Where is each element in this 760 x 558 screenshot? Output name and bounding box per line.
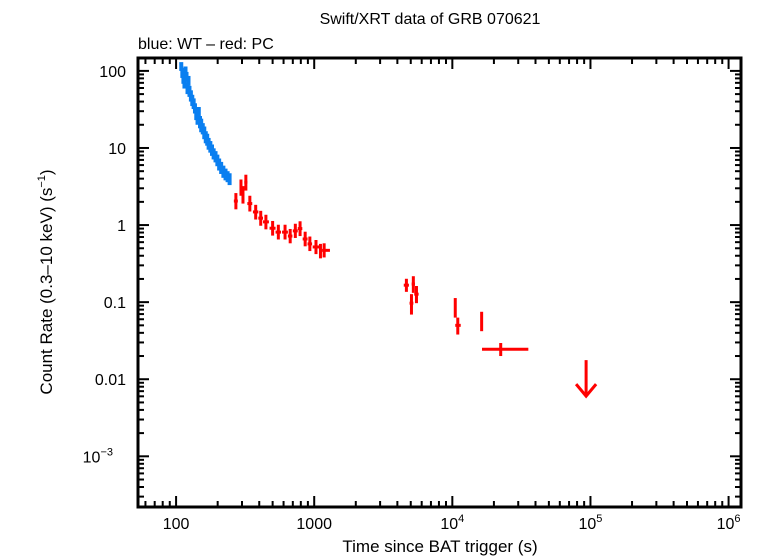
x-tick-label-exponent: 6 (734, 513, 740, 525)
data-point-pc (453, 298, 457, 318)
y-tick-label: 100 (99, 64, 126, 81)
x-tick-label-base: 1000 (296, 516, 332, 533)
wt-series (179, 62, 232, 186)
y-tick-label-base: 1 (117, 218, 126, 235)
data-point-pc (252, 204, 259, 220)
chart-subtitle: blue: WT – red: PC (138, 36, 274, 53)
x-tick-label-base: 10 (440, 516, 458, 533)
y-axis-label-main: Count Rate (0.3–10 keV) (s (37, 188, 56, 395)
plot-frame (136, 56, 743, 509)
y-tick-label: 10−3 (83, 446, 113, 466)
data-point-pc (287, 228, 293, 244)
data-point-pc (322, 243, 330, 258)
y-tick-label: 1 (117, 218, 126, 235)
data-point-pc (241, 186, 245, 204)
pc-series (233, 174, 598, 399)
data-point-pc (275, 224, 282, 240)
x-tick-labels: 100 1000 104 105 106 (163, 513, 741, 533)
data-point-pc (411, 276, 415, 293)
x-tick-label: 104 (440, 513, 464, 533)
x-tick-label: 100 (163, 516, 190, 533)
y-axis-label: Count Rate (0.3–10 keV) (s−1) (36, 169, 56, 394)
data-point-pc (302, 231, 308, 247)
data-point-pc (233, 193, 238, 210)
data-point-pc (292, 223, 298, 238)
y-tick-label-base: 10 (83, 449, 101, 466)
data-point-pc (297, 221, 303, 237)
x-tick-label-base: 10 (578, 516, 596, 533)
y-tick-label: 0.01 (95, 372, 126, 389)
data-point-pc (244, 174, 248, 191)
x-tick-label: 1000 (296, 516, 332, 533)
y-tick-label-base: 100 (99, 64, 126, 81)
data-point-pc (307, 236, 313, 252)
data-point-pc (269, 220, 276, 236)
x-tick-label-exponent: 5 (596, 513, 602, 525)
data-point-pc (455, 317, 461, 335)
data-point-wt (182, 77, 187, 89)
y-tick-label-exponent: −3 (100, 446, 113, 458)
y-tick-label-base: 0.1 (104, 295, 126, 312)
data-point-wt (227, 173, 232, 186)
data-point-pc (282, 224, 288, 240)
data-point-pc (318, 243, 323, 259)
y-tick-label: 0.1 (104, 295, 126, 312)
y-tick-label-base: 10 (108, 141, 126, 158)
data-point-pc (247, 195, 253, 212)
x-tick-label-base: 10 (717, 516, 735, 533)
x-tick-label: 105 (578, 513, 602, 533)
x-axis-label: Time since BAT trigger (s) (342, 537, 537, 556)
data-point-pc (263, 214, 269, 230)
x-tick-label: 106 (717, 513, 741, 533)
data-point-pc (312, 240, 320, 255)
chart-title: Swift/XRT data of GRB 070621 (320, 11, 541, 28)
data-point-pc (258, 210, 264, 226)
y-axis-label-end: ) (37, 169, 56, 175)
data-point-pc (482, 343, 529, 357)
y-tick-label: 10 (108, 141, 126, 158)
x-tick-label-exponent: 4 (458, 513, 464, 525)
y-axis-label-sup: −1 (36, 175, 48, 188)
data-point-pc (409, 294, 414, 315)
upper-limit-arrow (574, 360, 598, 399)
y-tick-label-base: 0.01 (95, 372, 126, 389)
upper-limit-head (574, 383, 598, 399)
axis-ticks (138, 58, 741, 507)
data-point-wt (186, 75, 191, 86)
x-tick-label-base: 100 (163, 516, 190, 533)
data-point-pc (480, 311, 484, 332)
data-point-pc (414, 285, 419, 304)
data-point-pc (403, 278, 409, 292)
